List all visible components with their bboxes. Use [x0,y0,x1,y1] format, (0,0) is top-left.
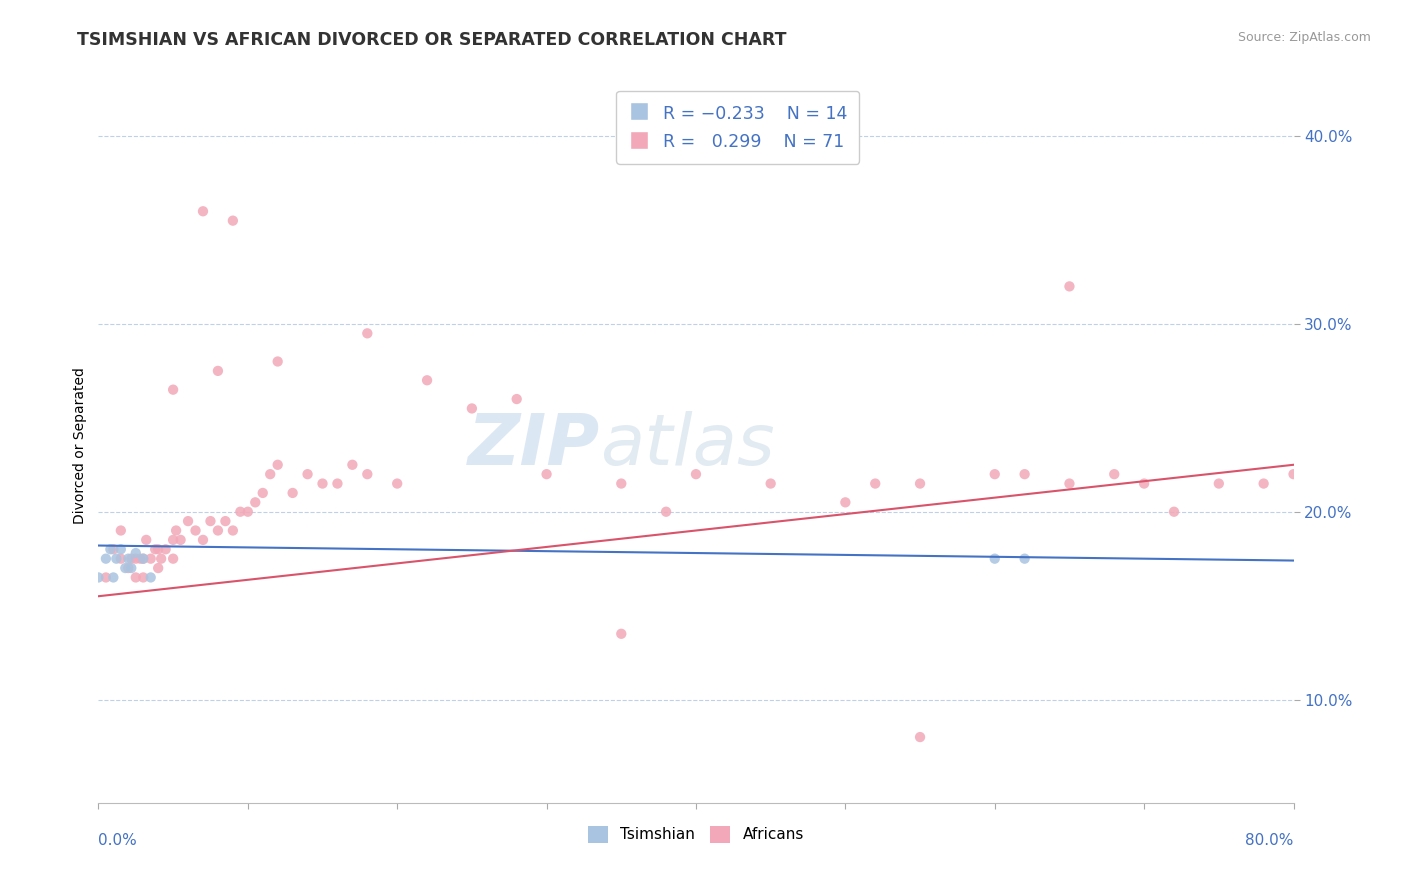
Point [297,467,319,482]
Point [177,514,200,528]
Point [165,524,187,538]
Point [385,476,409,491]
Point [200,514,222,528]
Point [1133,476,1156,491]
Point [1059,279,1081,293]
Point [162,551,184,566]
Point [685,467,707,482]
Point [132,551,155,566]
Point [125,570,148,584]
Point [125,551,148,566]
Point [908,476,931,491]
Point [342,458,364,472]
Point [908,730,931,744]
Text: Source: ZipAtlas.com: Source: ZipAtlas.com [1237,31,1371,45]
Point [655,505,678,519]
Point [326,476,349,491]
Point [1104,467,1126,482]
Point [132,551,155,566]
Point [191,204,214,219]
Point [1163,505,1185,519]
Point [461,401,484,416]
Point [222,213,245,227]
Point [103,570,125,584]
Point [117,561,139,575]
Point [191,533,214,547]
Point [222,524,245,538]
Point [1014,551,1036,566]
Y-axis label: Divorced or Separated: Divorced or Separated [73,368,87,524]
Point [207,364,229,378]
Point [139,570,162,584]
Point [110,551,132,566]
Point [94,551,117,566]
Point [356,326,378,341]
Text: 80.0%: 80.0% [1246,833,1294,848]
Point [984,551,1007,566]
Point [610,627,633,641]
Point [207,524,229,538]
Point [610,476,633,491]
Point [1059,476,1081,491]
Point [1014,467,1036,482]
Point [506,392,529,406]
Text: TSIMSHIAN VS AFRICAN DIVORCED OR SEPARATED CORRELATION CHART: TSIMSHIAN VS AFRICAN DIVORCED OR SEPARAT… [77,31,787,49]
Point [155,542,177,557]
Text: atlas: atlas [600,411,775,481]
Point [98,542,122,557]
Point [105,551,128,566]
Point [117,551,139,566]
Point [214,514,236,528]
Point [259,467,281,482]
Point [416,373,439,387]
Point [281,486,304,500]
Point [135,533,157,547]
Point [162,533,184,547]
Point [110,524,132,538]
Point [236,505,259,519]
Point [184,524,207,538]
Point [139,551,162,566]
Point [143,542,166,557]
Point [87,570,110,584]
Point [245,495,267,509]
Point [1282,467,1305,482]
Point [120,551,142,566]
Point [132,570,155,584]
Point [129,551,152,566]
Point [229,505,252,519]
Point [356,467,378,482]
Point [162,383,184,397]
Point [1208,476,1230,491]
Point [114,561,136,575]
Legend: Tsimshian, Africans: Tsimshian, Africans [582,820,810,848]
Point [110,542,132,557]
Text: 0.0%: 0.0% [98,833,138,848]
Point [94,570,117,584]
Point [103,542,125,557]
Point [984,467,1007,482]
Point [148,542,170,557]
Point [536,467,558,482]
Point [267,458,290,472]
Point [267,354,290,368]
Point [150,551,173,566]
Point [148,561,170,575]
Text: ZIP: ZIP [468,411,600,481]
Point [169,533,191,547]
Point [252,486,274,500]
Point [125,546,148,560]
Point [865,476,887,491]
Point [311,476,333,491]
Point [1253,476,1275,491]
Point [120,561,142,575]
Point [834,495,856,509]
Point [759,476,782,491]
